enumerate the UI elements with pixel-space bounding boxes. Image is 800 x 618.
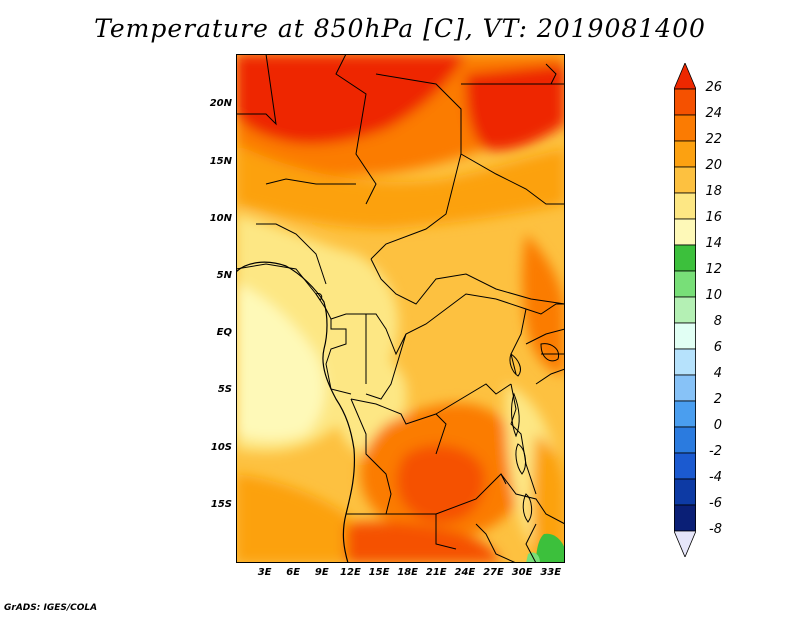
field-warm-se [532,434,565,563]
colorbar-tick-label: 10 [705,288,722,303]
colorbar-tick-label: 8 [713,314,722,329]
colorbar-tick-label: 16 [705,210,722,225]
lon-tick-label: 3E [257,567,272,578]
lat-tick-label: 15N [209,155,232,167]
colorbar-tick-label: 0 [713,418,722,433]
colorbar-tick-label: 2 [713,392,722,407]
colorbar-tick-label: 24 [705,106,722,121]
lon-tick-label: 21E [425,567,447,578]
coastline [236,261,356,563]
lat-tick-label: 15S [210,498,232,510]
lat-tick-label: 10S [210,441,232,453]
field-hot-band-n [236,144,565,229]
colorbar-tick-label: 6 [713,340,722,355]
field-warm-s [346,522,501,563]
lon-tick-label: 18E [397,567,419,578]
colorbar-tick-label: -8 [709,522,722,537]
field-hottest-ne [465,64,565,151]
lon-tick-label: 24E [454,567,476,578]
map-border [236,54,565,563]
lon-tick-label: 27E [483,567,504,578]
colorbar-tick-label: 26 [705,80,722,95]
field-warm-east [522,234,565,374]
lon-tick-label: 12E [340,567,361,578]
lon-tick-label: 9E [314,567,329,578]
lat-tick-label: 5S [217,384,232,396]
lon-tick-label: 33E [540,567,562,578]
colorbar-tick-label: -4 [709,470,722,485]
colorbar-tick-label: 14 [705,236,722,251]
lat-tick-label: EQ [216,327,232,339]
colorbar-tick-label: 12 [705,262,722,277]
colorbar-tick-label: 22 [705,132,722,147]
colorbar-tick-label: 4 [713,366,722,381]
colorbar [674,63,696,557]
grads-credit: GrADS: IGES/COLA [4,603,98,613]
field-hottest-north [236,54,466,145]
colorbar-bottom-triangle [674,530,696,557]
lon-tick-label: 30E [511,567,533,578]
lat-tick-label: 20N [209,98,232,110]
chart-title: Temperature at 850hPa [C], VT: 201908140… [94,14,706,43]
lakes [315,63,560,523]
country-borders [236,54,565,563]
colorbar-tick-label: -6 [709,496,722,511]
colorbar-tick-label: 18 [705,184,722,199]
lat-tick-label: 5N [216,270,232,282]
lon-tick-label: 6E [286,567,301,578]
colorbar-tick-label: 20 [705,158,722,173]
field-green-patch [536,533,565,563]
field-warm-sw [236,474,356,563]
lat-tick-label: 10N [209,212,232,224]
lon-tick-label: 15E [368,567,390,578]
field-cool-coast [236,284,325,440]
colorbar-tick-label: -2 [709,444,722,459]
temperature-map [236,54,565,563]
